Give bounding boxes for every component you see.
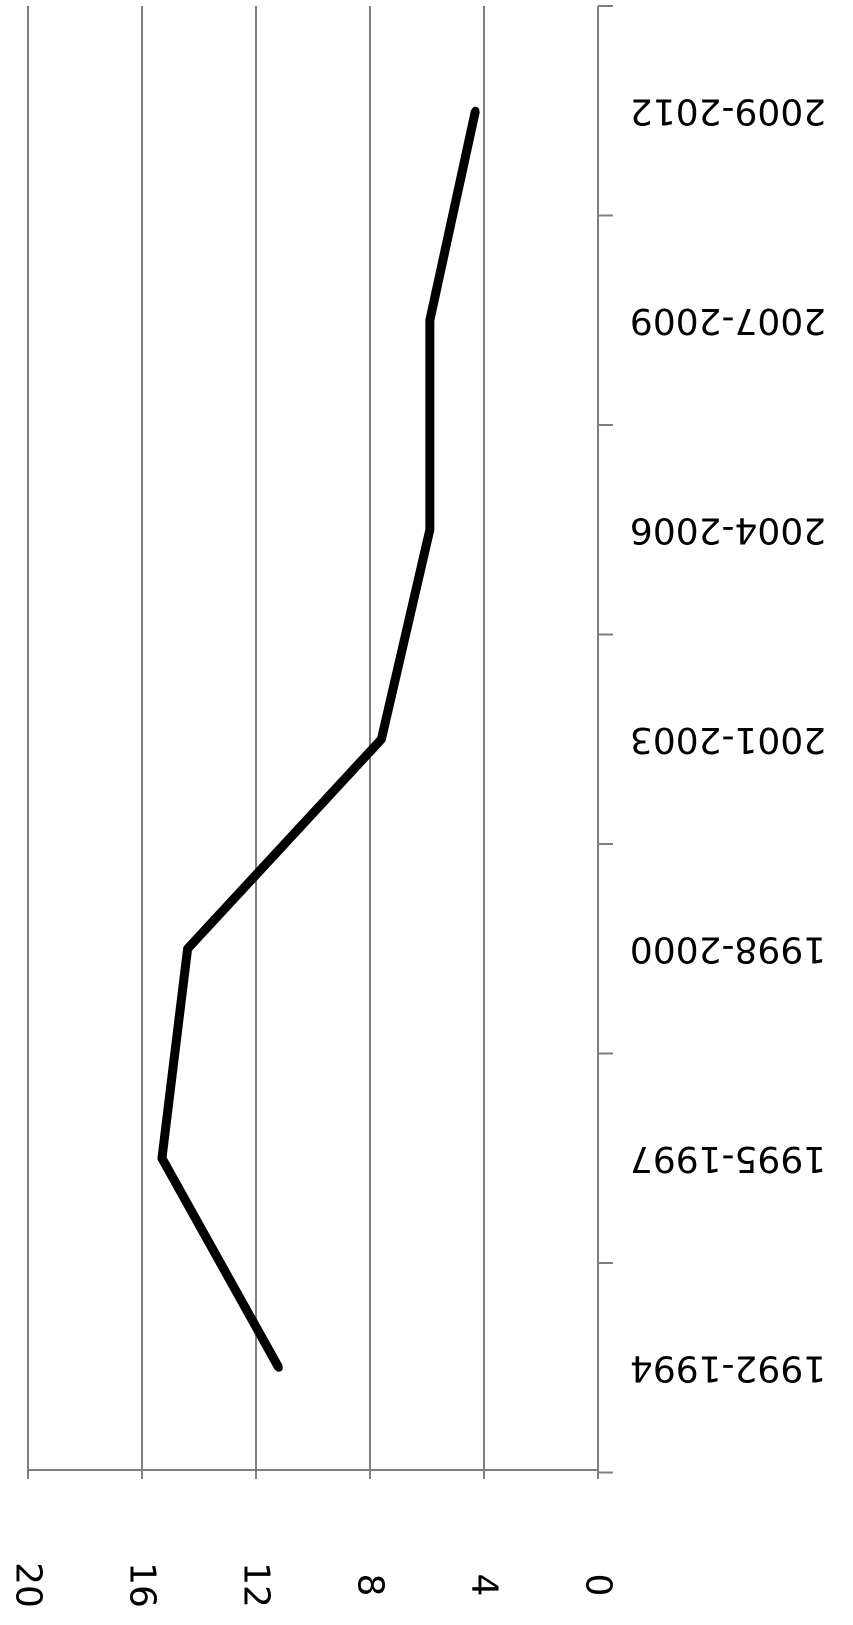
category-label: 1992-1994 [630, 1347, 826, 1388]
data-point-1998-2000 [183, 944, 192, 953]
category-label: 2004-2006 [630, 509, 826, 550]
value-tick-label: 20 [8, 1562, 49, 1608]
value-tick-label: 16 [122, 1562, 163, 1608]
series-layer [157, 106, 480, 1372]
data-point-2009-2012 [471, 106, 480, 115]
data-point-2001-2003 [377, 735, 386, 744]
gridlines [27, 6, 485, 1470]
data-point-1992-1994 [274, 1363, 283, 1372]
category-axis [27, 5, 613, 1479]
category-label: 1995-1997 [630, 1138, 826, 1179]
category-label: 2007-2009 [630, 300, 826, 341]
category-label: 2009-2012 [630, 90, 826, 131]
value-tick-label: 0 [578, 1574, 619, 1597]
series-line [157, 109, 480, 1370]
data-point-1995-1997 [157, 1154, 166, 1163]
category-label: 2001-2003 [630, 719, 826, 760]
value-tick-label: 12 [236, 1562, 277, 1608]
tick-labels: 1992-19941995-19971998-20002001-20032004… [8, 90, 827, 1608]
value-tick-label: 4 [464, 1574, 505, 1597]
category-label: 1998-2000 [630, 928, 826, 969]
data-point-2004-2006 [425, 525, 434, 534]
value-tick-label: 8 [350, 1574, 391, 1597]
data-point-2007-2009 [425, 316, 434, 325]
